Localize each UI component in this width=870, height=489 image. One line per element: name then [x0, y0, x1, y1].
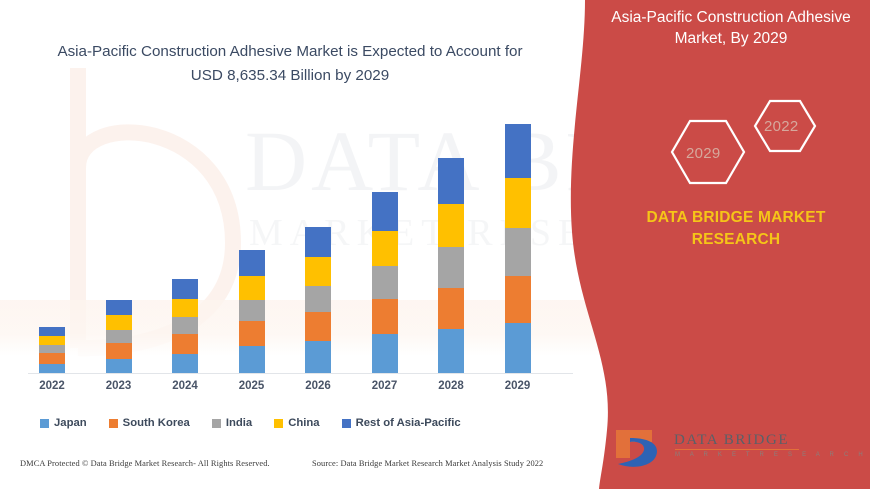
x-axis-label-2028: 2028 — [438, 380, 464, 392]
bar-segment-india — [172, 317, 198, 334]
legend-label: India — [225, 417, 253, 429]
bar-segment-india — [105, 330, 132, 343]
bar-segment-rest-of-asia-pacific — [504, 124, 531, 178]
bar-segment-china — [238, 276, 265, 300]
legend-label: South Korea — [122, 417, 190, 429]
bar-segment-india — [305, 286, 331, 312]
bar-segment-south-korea — [371, 299, 398, 334]
panel-title: Asia-Pacific Construction Adhesive Marke… — [611, 9, 851, 47]
footer-source: Source: Data Bridge Market Research Mark… — [312, 459, 544, 468]
brand-name-red-panel: DATA BRIDGE MARKET RESEARCH — [646, 209, 826, 249]
hex-2022-shape — [753, 99, 817, 153]
bar-segment-japan — [238, 346, 265, 373]
legend-item-india[interactable]: India — [211, 417, 253, 429]
logo-divider — [675, 449, 799, 451]
x-axis-label-2022: 2022 — [39, 380, 65, 392]
bar-segment-south-korea — [305, 312, 331, 341]
logo-mark-icon — [616, 430, 657, 467]
bar-segment-south-korea — [39, 353, 65, 364]
legend-swatch-icon — [211, 418, 221, 428]
bar-segment-rest-of-asia-pacific — [305, 227, 331, 257]
x-axis-label-2027: 2027 — [371, 380, 398, 392]
x-axis-label-2024: 2024 — [172, 380, 198, 392]
bar-segment-rest-of-asia-pacific — [371, 192, 398, 231]
bar-2026 — [305, 227, 331, 373]
bar-segment-south-korea — [238, 321, 265, 346]
bar-segment-china — [504, 178, 531, 228]
stacked-bar-chart: 2022 2023 2024 2025 2026 2027 2028 2029 — [28, 124, 573, 392]
bar-segment-south-korea — [105, 343, 132, 359]
hex-2029-label: 2029 — [686, 145, 721, 162]
legend-label: China — [288, 417, 320, 429]
bar-segment-japan — [172, 354, 198, 373]
bar-segment-rest-of-asia-pacific — [172, 279, 198, 299]
bar-segment-rest-of-asia-pacific — [39, 327, 65, 336]
x-axis-label-2029: 2029 — [504, 380, 531, 392]
legend-item-japan[interactable]: Japan — [40, 417, 87, 429]
bar-segment-japan — [371, 334, 398, 373]
hex-2022-label: 2022 — [764, 118, 799, 135]
footer: DMCA Protected © Data Bridge Market Rese… — [0, 455, 600, 485]
legend-item-south-korea[interactable]: South Korea — [108, 417, 190, 429]
bar-segment-south-korea — [504, 276, 531, 323]
x-axis-label-2023: 2023 — [105, 380, 132, 392]
bar-segment-india — [438, 247, 464, 288]
bar-segment-japan — [105, 359, 132, 373]
bar-2028 — [438, 158, 464, 373]
legend-swatch-icon — [341, 418, 351, 428]
bar-segment-rest-of-asia-pacific — [238, 250, 265, 276]
hex-2029-shape — [670, 119, 746, 185]
legend-item-rest-of-asia-pacific[interactable]: Rest of Asia-Pacific — [341, 417, 461, 429]
bar-segment-india — [371, 266, 398, 299]
bar-2023 — [105, 300, 132, 373]
x-axis-label-2025: 2025 — [238, 380, 265, 392]
legend-label: Rest of Asia-Pacific — [355, 417, 461, 429]
bar-2027 — [371, 192, 398, 373]
legend-swatch-icon — [274, 418, 284, 428]
bar-segment-japan — [504, 323, 531, 373]
x-axis-label-2026: 2026 — [305, 380, 331, 392]
bar-segment-india — [504, 228, 531, 276]
legend-item-china[interactable]: China — [274, 417, 320, 429]
chart-legend: Japan South Korea India China Rest of Asia-P… — [40, 417, 560, 429]
bar-segment-china — [105, 315, 132, 330]
legend-label: Japan — [54, 417, 87, 429]
bar-segment-rest-of-asia-pacific — [105, 300, 132, 315]
bar-segment-china — [371, 231, 398, 266]
bar-segment-china — [172, 299, 198, 317]
bar-segment-japan — [39, 364, 65, 373]
hexagon-group: 2029 2022 — [660, 95, 840, 195]
legend-swatch-icon — [40, 418, 49, 428]
page-title: Asia-Pacific Construction Adhesive Marke… — [57, 43, 523, 84]
bar-segment-china — [438, 204, 464, 247]
legend-swatch-icon — [108, 418, 118, 428]
bar-segment-japan — [438, 329, 464, 373]
bar-2029 — [504, 124, 531, 373]
x-axis-line — [28, 373, 573, 374]
brand-logo: DATA BRIDGE M A R K E T R E S E A R C H — [612, 428, 863, 476]
bar-segment-india — [238, 300, 265, 321]
bar-segment-south-korea — [172, 334, 198, 354]
bar-segment-india — [39, 345, 65, 353]
bar-2022 — [39, 327, 65, 373]
bar-segment-rest-of-asia-pacific — [438, 158, 464, 204]
footer-copyright: DMCA Protected © Data Bridge Market Rese… — [20, 459, 270, 468]
bar-segment-china — [305, 257, 331, 286]
logo-text: DATA BRIDGE — [674, 432, 790, 448]
bar-2024 — [172, 279, 198, 373]
bar-2025 — [238, 250, 265, 373]
bar-segment-south-korea — [438, 288, 464, 329]
bar-segment-china — [39, 336, 65, 345]
logo-subtext: M A R K E T R E S E A R C H — [675, 452, 867, 458]
bar-segment-japan — [305, 341, 331, 373]
